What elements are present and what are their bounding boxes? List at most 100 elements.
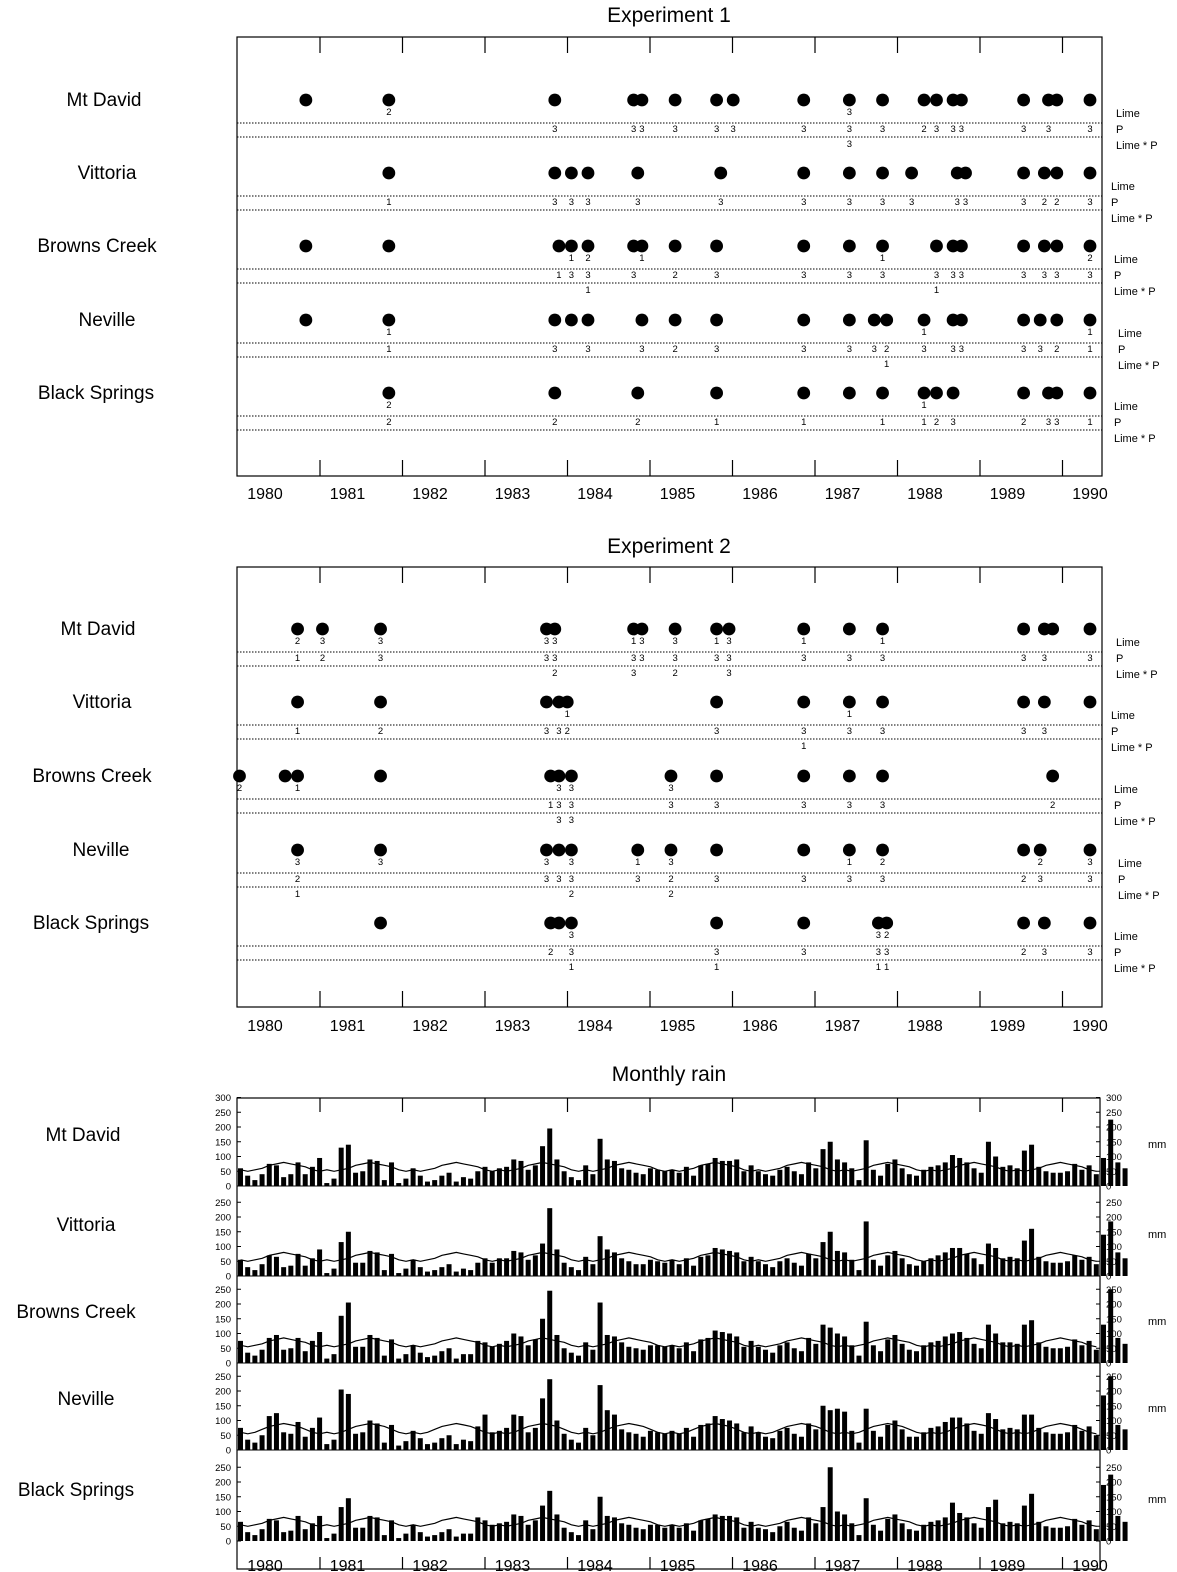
data-point <box>382 239 396 253</box>
row-label: Lime <box>1114 931 1138 943</box>
significance-mark: 1 <box>921 417 926 428</box>
rain-bar <box>942 1162 948 1186</box>
data-point <box>382 93 396 107</box>
significance-mark: 3 <box>880 874 885 885</box>
rain-bar <box>798 1530 804 1541</box>
data-point <box>631 166 645 180</box>
rain-bar <box>288 1433 294 1450</box>
rain-bar <box>1057 1527 1063 1541</box>
rain-bar <box>834 1159 840 1186</box>
rain-bar <box>424 1181 430 1186</box>
rain-bar <box>647 1524 653 1541</box>
rain-bar <box>410 1168 416 1186</box>
significance-mark: 3 <box>714 124 719 135</box>
rain-bar <box>921 1169 927 1186</box>
significance-mark: 1 <box>801 741 806 752</box>
significance-mark: 2 <box>552 668 557 679</box>
rain-bar <box>741 1527 747 1541</box>
significance-mark: 3 <box>585 197 590 208</box>
y-tick-label: 250 <box>1106 1372 1122 1383</box>
y-tick-label: 0 <box>1106 1359 1111 1370</box>
rain-bar <box>849 1345 855 1363</box>
rain-bar <box>921 1345 927 1363</box>
rain-bar <box>834 1408 840 1450</box>
rain-bar <box>238 1427 243 1450</box>
rain-bar <box>949 1247 955 1276</box>
rain-bar <box>791 1433 797 1450</box>
rain-bar <box>511 1333 517 1363</box>
rain-bar <box>245 1267 251 1276</box>
y-tick-label: 200 <box>215 1387 231 1398</box>
rain-bar <box>331 1268 337 1276</box>
rain-bar <box>1029 1228 1035 1276</box>
rain-bar <box>295 1337 301 1363</box>
year-tick-label: 1981 <box>330 486 366 503</box>
rain-bar <box>935 1165 941 1186</box>
rain-bar <box>518 1252 524 1276</box>
rain-bar <box>590 1435 596 1450</box>
rain-bar <box>259 1349 265 1363</box>
significance-mark: 2 <box>635 417 640 428</box>
rain-bar <box>813 1168 819 1186</box>
data-point <box>1037 166 1051 180</box>
rain-bar <box>712 1330 718 1363</box>
rain-bar <box>633 1172 639 1186</box>
rain-bar <box>295 1515 301 1541</box>
significance-mark: 3 <box>801 197 806 208</box>
rain-bar <box>417 1532 423 1541</box>
data-point <box>1033 313 1047 327</box>
data-point <box>1017 386 1031 400</box>
rain-bar <box>554 1249 560 1276</box>
significance-mark: 2 <box>548 947 553 958</box>
data-point <box>1083 695 1097 709</box>
rain-bar <box>619 1523 625 1541</box>
row-label: Lime <box>1111 710 1135 722</box>
significance-mark: 3 <box>847 344 852 355</box>
significance-mark: 1 <box>934 285 939 296</box>
significance-mark: 3 <box>672 124 677 135</box>
rain-bar <box>885 1339 891 1363</box>
rain-bar <box>518 1416 524 1450</box>
significance-mark: 3 <box>569 783 574 794</box>
rain-bar <box>784 1342 790 1363</box>
rain-bar <box>518 1336 524 1363</box>
rain-bar <box>353 1262 359 1276</box>
data-point <box>797 239 811 253</box>
rain-bar <box>1021 1240 1027 1276</box>
rain-bar <box>583 1520 589 1541</box>
rain-bar <box>597 1385 603 1450</box>
rain-bar <box>1072 1163 1078 1186</box>
data-point <box>581 313 595 327</box>
significance-mark: 3 <box>1021 726 1026 737</box>
rain-bar <box>604 1159 610 1186</box>
significance-mark: 3 <box>631 124 636 135</box>
data-point <box>722 622 736 636</box>
significance-mark: 3 <box>726 653 731 664</box>
rain-bar <box>784 1521 790 1541</box>
data-point <box>1033 843 1047 857</box>
data-point <box>842 239 856 253</box>
rain-bar <box>633 1264 639 1276</box>
rain-bar <box>964 1253 970 1276</box>
significance-mark: 1 <box>635 857 640 868</box>
rain-bar <box>1101 1395 1106 1450</box>
significance-mark: 3 <box>378 653 383 664</box>
significance-mark: 1 <box>801 636 806 647</box>
rain-bar <box>453 1358 459 1363</box>
rain-bar <box>1115 1162 1121 1186</box>
rain-bar <box>1014 1168 1020 1186</box>
rain-bar <box>568 1532 574 1541</box>
rain-bar <box>590 1174 596 1186</box>
rain-bar <box>525 1345 531 1363</box>
significance-mark: 2 <box>1021 947 1026 958</box>
significance-mark: 2 <box>1054 344 1059 355</box>
rain-bar <box>353 1172 359 1186</box>
rain-bar <box>403 1178 409 1186</box>
rain-bar <box>259 1264 265 1276</box>
rain-bar <box>403 1533 409 1541</box>
significance-mark: 3 <box>635 197 640 208</box>
rain-bar <box>906 1264 912 1276</box>
rain-bar <box>439 1438 445 1450</box>
rain-bar <box>532 1165 538 1186</box>
significance-mark: 3 <box>631 270 636 281</box>
